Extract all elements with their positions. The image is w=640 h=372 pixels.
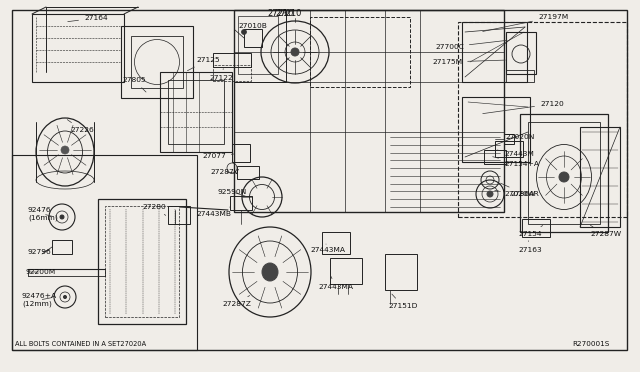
Bar (520, 114, 608, 232)
Text: 27020W: 27020W (495, 190, 535, 197)
Text: 27210: 27210 (275, 10, 301, 19)
Ellipse shape (487, 191, 493, 197)
Text: 27226: 27226 (67, 120, 93, 133)
Bar (213, 53, 251, 67)
Text: R270001S: R270001S (572, 341, 609, 347)
Bar (506, 32, 536, 74)
Bar (121, 26, 193, 98)
Bar (385, 254, 417, 290)
Bar (237, 166, 259, 179)
Text: 27175M: 27175M (432, 59, 505, 65)
Bar (234, 10, 286, 82)
Bar (322, 232, 350, 254)
Bar (213, 65, 251, 81)
Bar (238, 16, 278, 74)
Bar (131, 36, 183, 88)
Text: 27287V: 27287V (210, 169, 239, 175)
Text: 27120: 27120 (483, 101, 564, 113)
Text: 27010B: 27010B (238, 23, 267, 33)
Bar (462, 97, 530, 162)
Text: 27154: 27154 (518, 225, 543, 237)
Bar (244, 29, 262, 47)
Text: 27287Z: 27287Z (222, 295, 251, 307)
Bar (168, 80, 224, 144)
Text: 92590N: 92590N (218, 189, 247, 196)
Text: 27864R: 27864R (500, 183, 539, 197)
Text: 27700C: 27700C (435, 40, 508, 50)
Text: 27443MA: 27443MA (318, 276, 353, 290)
Text: 92200M: 92200M (26, 269, 56, 275)
Bar (105, 206, 179, 317)
Bar (98, 199, 186, 324)
Bar (462, 22, 527, 82)
Bar (506, 70, 534, 82)
Text: 27287W: 27287W (590, 225, 621, 237)
Bar (504, 134, 514, 144)
Bar (232, 144, 250, 162)
Text: 27125: 27125 (188, 57, 220, 71)
Bar (168, 206, 190, 224)
Bar (528, 122, 600, 224)
Text: 27280: 27280 (142, 204, 166, 215)
Text: 27197M: 27197M (483, 14, 568, 32)
Ellipse shape (559, 172, 569, 182)
Text: 27443M: 27443M (497, 150, 534, 157)
Text: 27151D: 27151D (388, 294, 417, 309)
Bar (580, 127, 620, 227)
Bar (484, 150, 506, 164)
Bar (230, 196, 252, 210)
Text: 92476+A
(12mm): 92476+A (12mm) (22, 293, 57, 307)
Text: 92476
(16mm): 92476 (16mm) (28, 207, 58, 221)
Bar (330, 258, 362, 284)
Text: 27805: 27805 (122, 77, 146, 92)
Ellipse shape (262, 263, 278, 281)
Ellipse shape (61, 146, 69, 154)
Ellipse shape (60, 215, 64, 219)
Bar (458, 22, 627, 217)
Bar (160, 72, 232, 152)
Text: 27154+A: 27154+A (493, 157, 539, 167)
Text: 27164: 27164 (68, 15, 108, 22)
Text: 27163: 27163 (518, 241, 541, 253)
Ellipse shape (63, 295, 67, 298)
Text: 27210: 27210 (267, 10, 293, 19)
Ellipse shape (291, 48, 299, 56)
Bar (310, 17, 410, 87)
Text: 27122: 27122 (209, 69, 233, 81)
Bar (12, 155, 197, 350)
Bar (234, 10, 504, 212)
Text: 27443MB: 27443MB (196, 207, 231, 217)
Bar (52, 240, 72, 254)
Text: 92796: 92796 (28, 249, 52, 255)
Text: 27077: 27077 (202, 153, 234, 159)
Bar (522, 219, 550, 237)
Ellipse shape (241, 29, 246, 35)
Text: 27020N: 27020N (505, 134, 534, 140)
Bar (32, 14, 124, 82)
Text: ALL BOLTS CONTAINED IN A SET27020A: ALL BOLTS CONTAINED IN A SET27020A (15, 341, 146, 347)
Bar (495, 141, 523, 157)
Text: 27443MA: 27443MA (310, 244, 345, 253)
